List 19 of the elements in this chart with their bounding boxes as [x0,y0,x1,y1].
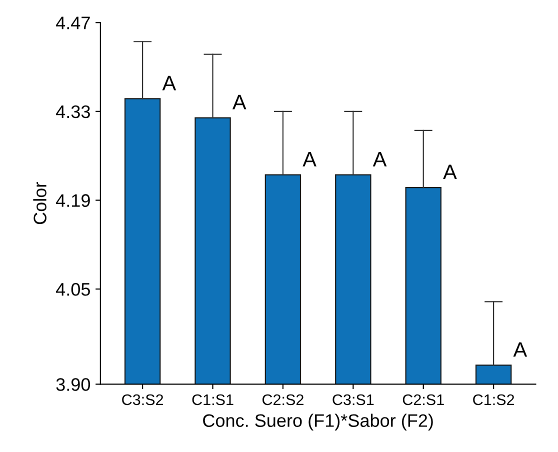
y-tick-label: 4.19 [56,194,90,207]
y-tick-label: 4.47 [56,16,90,30]
y-tick-label: 3.90 [56,378,90,391]
x-tick-label: C2:S1 [402,394,444,406]
annotation: A [443,164,457,180]
y-tick-label: 4.33 [56,105,90,118]
y-axis-title: Color [33,182,46,224]
y-tick-label: 4.05 [56,282,90,296]
x-tick-label: C1:S1 [192,394,234,406]
annotation: A [513,342,528,357]
x-tick-label: C3:S2 [122,394,164,406]
annotation: A [302,152,316,166]
x-tick-label: C3:S1 [332,394,374,406]
x-tick-label: C2:S2 [262,394,304,406]
annotation: A [232,94,246,110]
x-tick-label: C1:S2 [473,394,514,406]
annotation: A [372,152,387,166]
x-axis-title: Conc. Suero (F1)*Sabor (F2) [203,414,433,431]
annotation: A [162,76,176,90]
